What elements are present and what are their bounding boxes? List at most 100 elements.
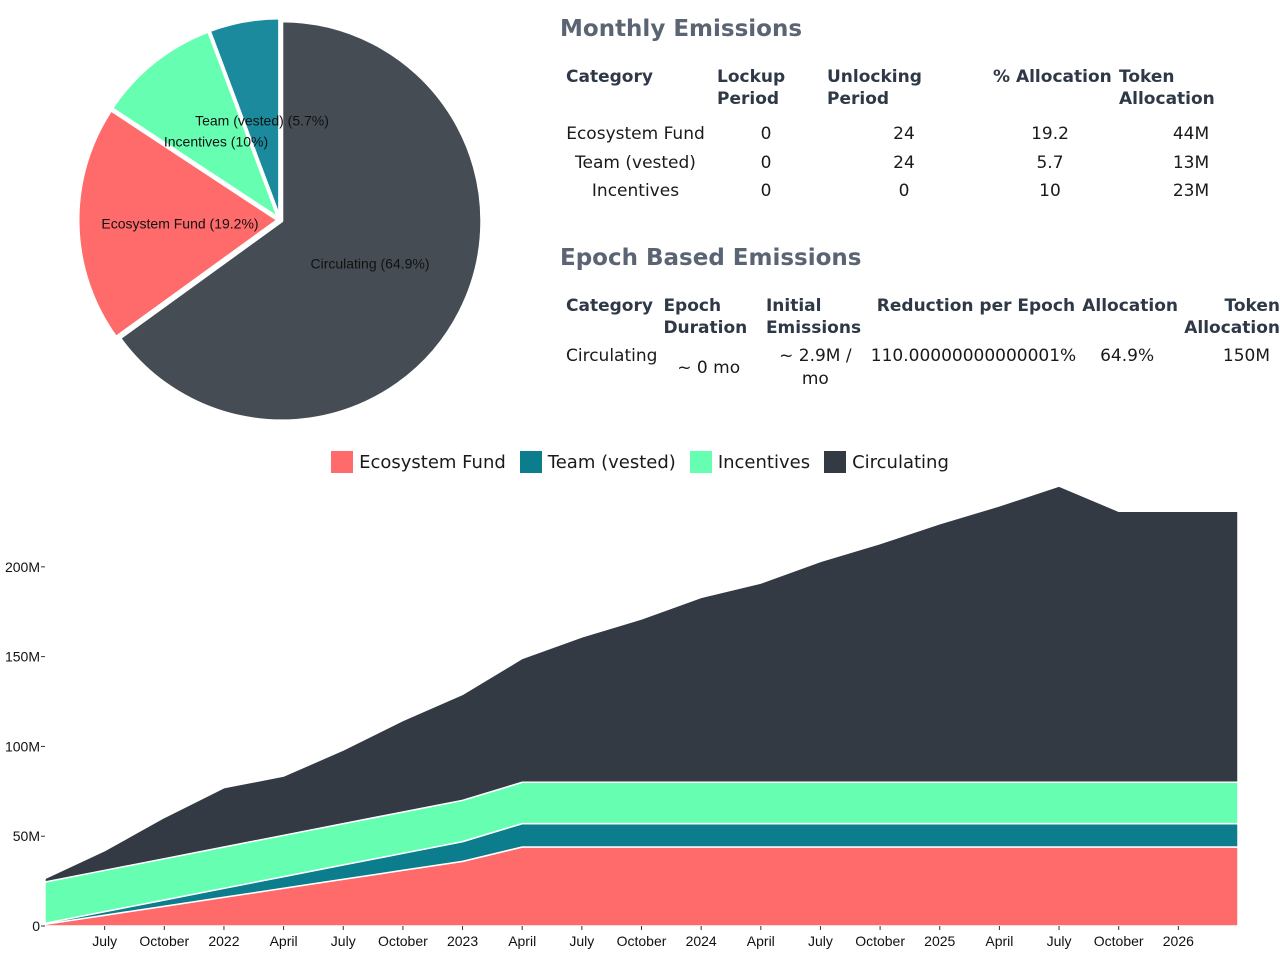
x-tick-label: April [985,933,1013,949]
legend-item-ecosystem-fund[interactable]: Ecosystem Fund [331,451,506,473]
x-tick-label: 2024 [686,933,717,949]
cell-token: 44M [1172,124,1210,144]
y-tick-label: 50M [13,828,40,844]
legend-swatch [331,451,354,473]
pie-label: Incentives (10%) [164,134,268,150]
cell-lockup: 0 [760,124,772,144]
x-tick-label: July [1047,933,1072,949]
cell-token: 13M [1172,152,1210,173]
x-tick-label: July [569,933,594,949]
header-token-allocation: Token Allocation [1178,295,1280,339]
x-tick-label: October [139,933,189,949]
table-row: Team (vested) 0 24 5.7 13M [560,149,1269,178]
x-tick-label: October [378,933,428,949]
pie-slice[interactable] [76,108,280,339]
legend-swatch [689,451,712,473]
header-duration-line2: Duration [663,318,748,338]
pie-label: Team (vested) (5.7%) [195,113,329,129]
header-initial-emissions: Initial Emissions [760,295,871,339]
cell-lockup: 0 [760,181,772,201]
cell-pct: 10 [1039,181,1061,201]
monthly-emissions-title: Monthly Emissions [560,16,803,42]
table-row: Ecosystem Fund 0 24 19.2 44M [560,120,1269,149]
header-token-line1: Token [1224,296,1280,316]
cell-unlocking: 24 [893,152,915,173]
x-tick-label: 2022 [208,933,239,949]
area-series[interactable] [44,485,1239,883]
header-initial-line1: Initial [765,296,822,316]
y-tick-label: 200M [5,559,40,575]
cell-initial-line1: ~ 2.9M / [779,346,852,366]
cell-initial-line2: mo [801,369,829,389]
cell-category: Incentives [591,181,680,201]
legend-item-incentives[interactable]: Incentives [689,451,811,473]
header-lockup-line1: Lockup [717,67,786,87]
cell-token: 23M [1172,181,1210,201]
legend-swatch [519,451,542,473]
header-unlocking-period: Unlocking Period [827,67,922,109]
cell-pct: 5.7 [1036,152,1064,173]
x-tick-label: July [331,933,356,949]
emissions-area-chart: 0 50M 100M 150M 200M July October 2022 April July… [5,485,1239,949]
x-tick-label: October [1094,933,1144,949]
pie-slice[interactable] [118,19,484,423]
pie-label: Ecosystem Fund (19.2%) [101,216,258,232]
header-duration-line1: Epoch [663,296,722,316]
cell-duration: ~ 0 mo [677,358,741,378]
legend-label: Team (vested) [547,451,676,473]
header-lockup-period: Lockup Period [711,66,821,110]
header-initial-line2: Emissions [765,318,862,338]
allocation-pie-chart: Ecosystem Fund (19.2%) Team (vested) (5.7… [76,16,484,423]
cell-allocation: 64.9% [1100,346,1155,366]
x-tick-label: October [855,933,905,949]
header-allocation: Allocation [1082,296,1178,316]
epoch-emissions-table: Category Epoch Duration Initial Emissions … [560,295,1280,391]
header-epoch-duration: Epoch Duration [657,295,760,339]
x-tick-label: April [508,933,536,949]
x-tick-label: April [270,933,298,949]
legend-item-circulating[interactable]: Circulating [824,451,949,473]
legend-label: Circulating [852,451,949,473]
header-pct-allocation: % Allocation [993,67,1112,87]
table-row: Incentives 0 0 10 23M [560,177,1269,206]
header-category: Category [566,296,653,316]
y-tick-label: 0 [32,918,40,934]
table-header-row: Category Lockup Period Unlocking Period %… [560,66,1269,110]
pie-slice[interactable] [110,29,281,220]
x-tick-label: April [747,933,775,949]
x-tick-label: 2026 [1163,933,1194,949]
cell-reduction: 110.00000000000001% [870,346,1077,366]
header-token-allocation: Token Allocation [1119,67,1215,109]
header-category: Category [566,67,653,87]
legend-label: Ecosystem Fund [359,451,506,473]
cell-pct: 19.2 [1031,124,1069,144]
pie-label: Circulating (64.9%) [310,256,429,272]
x-tick-label: July [92,933,117,949]
cell-lockup: 0 [760,152,772,173]
header-reduction-per-epoch: Reduction per Epoch [876,296,1076,316]
x-tick-label: 2025 [924,933,955,949]
legend-label: Incentives [717,451,811,473]
cell-initial-emissions: ~ 2.9M / mo [760,345,871,391]
y-tick-label: 150M [5,649,40,665]
cell-category: Team (vested) [575,152,696,173]
legend-item-team-vested[interactable]: Team (vested) [519,451,676,473]
pie-slice[interactable] [207,16,282,220]
cell-unlocking: 24 [893,124,915,144]
table-row: Circulating ~ 0 mo ~ 2.9M / mo 110.000000… [560,345,1280,391]
header-token-line2: Allocation [1184,318,1280,338]
cell-category: Circulating [566,346,658,366]
header-lockup-line2: Period [717,89,780,109]
chart-legend: Ecosystem Fund Team (vested) Incentives … [0,451,1280,473]
x-tick-label: July [808,933,833,949]
y-tick-label: 100M [5,738,40,754]
cell-unlocking: 0 [898,181,910,201]
cell-token: 150M [1222,346,1270,366]
x-tick-label: October [617,933,667,949]
legend-swatch [824,451,847,473]
x-tick-label: 2023 [447,933,478,949]
monthly-emissions-table: Category Lockup Period Unlocking Period %… [560,66,1269,206]
table-header-row: Category Epoch Duration Initial Emissions … [560,295,1280,339]
epoch-emissions-title: Epoch Based Emissions [560,245,862,271]
cell-category: Ecosystem Fund [566,124,705,144]
